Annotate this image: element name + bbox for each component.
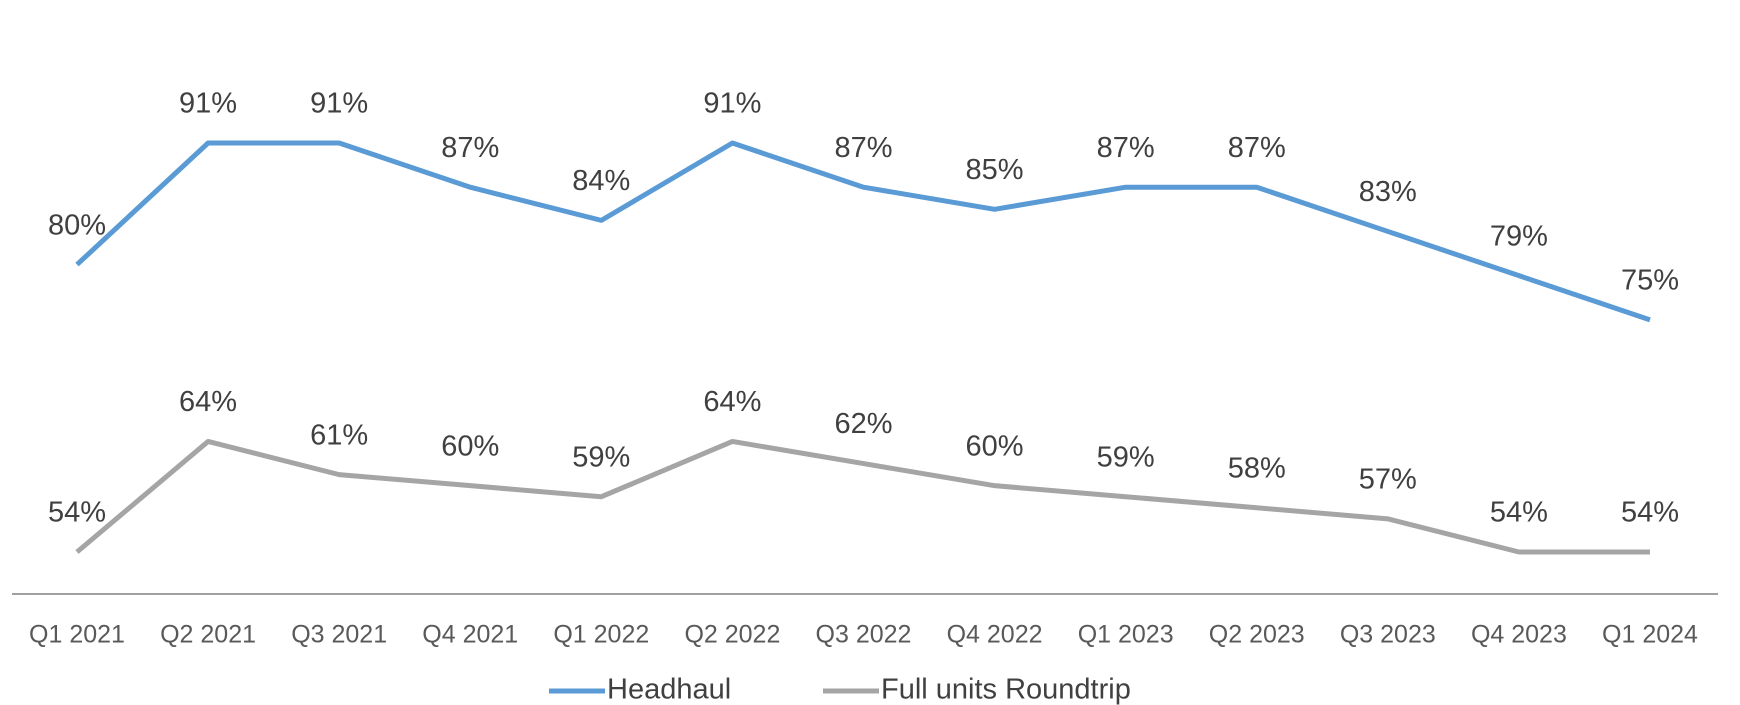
x-tick-label: Q1 2023 [1078, 621, 1174, 649]
x-tick-label: Q2 2023 [1209, 621, 1305, 649]
x-tick-label: Q4 2023 [1471, 621, 1567, 649]
data-label: 85% [966, 154, 1024, 186]
series-line [75, 140, 1651, 323]
data-label: 79% [1490, 220, 1548, 252]
data-label: 59% [572, 441, 630, 473]
data-label: 54% [1490, 497, 1548, 529]
data-label: 84% [572, 165, 630, 197]
x-tick-label: Q3 2021 [291, 621, 387, 649]
data-label: 54% [1621, 497, 1679, 529]
data-label: 75% [1621, 265, 1679, 297]
data-label: 62% [834, 408, 892, 440]
data-label: 64% [703, 386, 761, 418]
legend-label: Full units Roundtrip [881, 674, 1131, 705]
data-label: 87% [1097, 132, 1155, 164]
x-tick-label: Q1 2024 [1602, 621, 1698, 649]
x-tick-label: Q2 2021 [160, 621, 256, 649]
x-tick-label: Q1 2021 [29, 621, 125, 649]
x-tick-label: Q2 2022 [684, 621, 780, 649]
data-label: 60% [966, 430, 1024, 462]
x-tick-label: Q3 2022 [816, 621, 912, 649]
data-label: 91% [703, 88, 761, 120]
x-tick-label: Q4 2021 [422, 621, 518, 649]
x-tick-label: Q1 2022 [553, 621, 649, 649]
data-label: 60% [441, 430, 499, 462]
data-label: 59% [1097, 441, 1155, 473]
x-tick-label: Q3 2023 [1340, 621, 1436, 649]
data-label: 54% [48, 497, 106, 529]
data-label: 87% [834, 132, 892, 164]
data-label: 91% [179, 88, 237, 120]
data-label: 58% [1228, 452, 1286, 484]
data-label: 91% [310, 88, 368, 120]
x-tick-label: Q4 2022 [947, 621, 1043, 649]
data-label: 57% [1359, 463, 1417, 495]
data-label: 83% [1359, 176, 1417, 208]
data-label: 61% [310, 419, 368, 451]
legend-label: Headhaul [607, 674, 731, 705]
series-line [75, 438, 1650, 555]
data-label: 64% [179, 386, 237, 418]
data-label: 87% [441, 132, 499, 164]
data-label: 80% [48, 209, 106, 241]
data-label: 87% [1228, 132, 1286, 164]
